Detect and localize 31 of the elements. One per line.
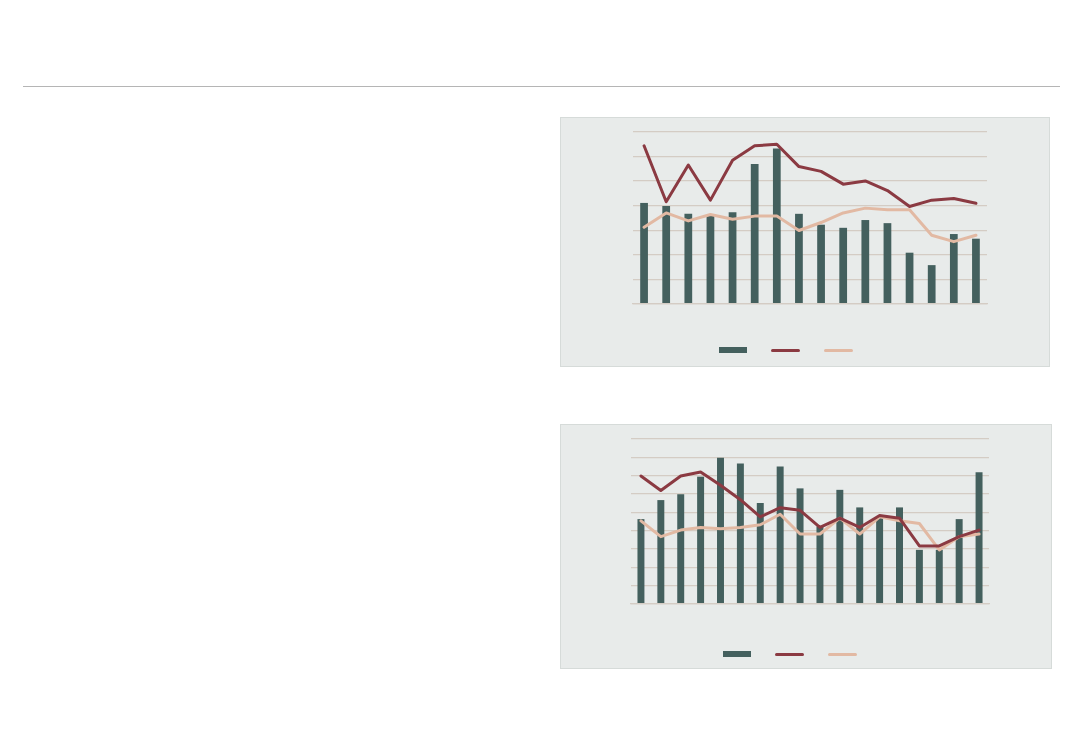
bar <box>640 202 648 304</box>
bar <box>927 265 936 304</box>
bar <box>736 463 744 604</box>
bar <box>795 213 803 304</box>
bar <box>861 220 870 304</box>
bar <box>662 206 671 304</box>
bar <box>796 488 804 604</box>
bar <box>915 549 923 604</box>
bar <box>684 213 693 304</box>
bar <box>839 227 848 304</box>
bar <box>975 472 983 604</box>
bar <box>935 549 943 604</box>
bar <box>816 526 824 604</box>
bar <box>776 466 784 604</box>
bar <box>750 164 759 304</box>
bar <box>856 507 864 604</box>
bar <box>717 457 724 604</box>
bar <box>876 517 884 604</box>
bar <box>637 519 645 604</box>
bar <box>949 234 958 304</box>
bar <box>817 224 825 304</box>
bar <box>836 489 844 604</box>
bar <box>972 238 980 304</box>
bar <box>896 507 903 604</box>
bar <box>772 148 781 304</box>
bar <box>955 519 963 604</box>
bar <box>756 503 764 604</box>
bar <box>677 494 685 604</box>
bar <box>883 223 892 304</box>
bar <box>657 500 665 604</box>
bar <box>697 476 705 604</box>
